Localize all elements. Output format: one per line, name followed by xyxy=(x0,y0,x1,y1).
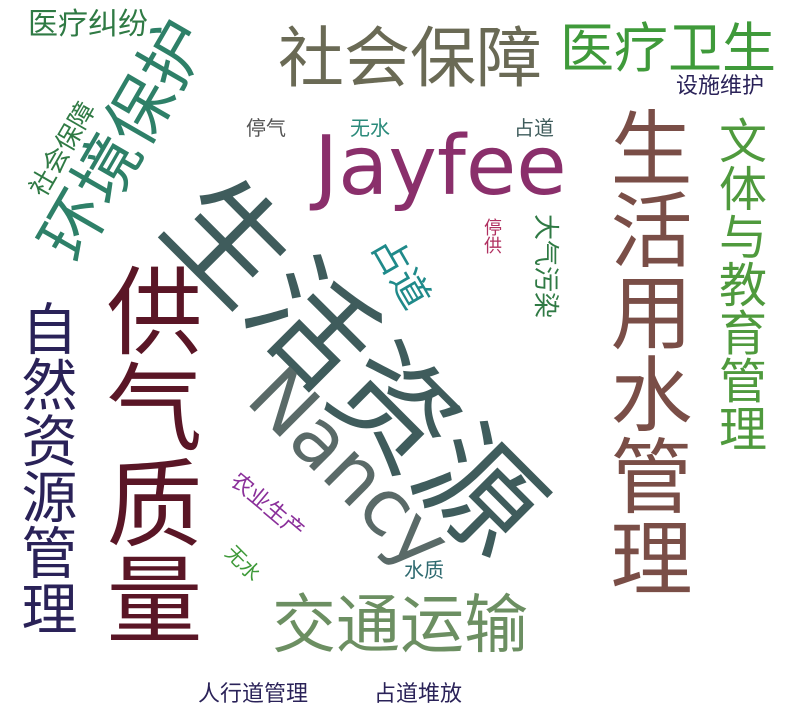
word-无水-top: 无水 xyxy=(350,116,390,140)
word-设施维护: 设施维护 xyxy=(676,74,765,99)
word-生活用水管理: 生活用水管理 xyxy=(596,106,691,598)
word-医疗纠纷: 医疗纠纷 xyxy=(28,7,148,42)
word-停气: 停气 xyxy=(246,116,286,140)
word-jayfee: Jayfee xyxy=(314,119,567,214)
word-大气污染: 大气污染 xyxy=(530,214,560,319)
word-人行道管理: 人行道管理 xyxy=(198,682,309,707)
word-水质: 水质 xyxy=(404,558,444,582)
word-无水-bottom: 无水 xyxy=(220,540,266,586)
word-文体与教育管理: 文体与教育管理 xyxy=(710,116,766,452)
word-占道-top: 占道 xyxy=(514,116,554,140)
word-医疗卫生: 医疗卫生 xyxy=(560,17,776,80)
word-社会保障-large: 社会保障 xyxy=(278,20,542,97)
word-占道堆放: 占道堆放 xyxy=(374,682,463,707)
word-交通运输: 交通运输 xyxy=(272,589,528,663)
word-供气质量: 供气质量 xyxy=(90,262,202,646)
word-农业生产: 农业生产 xyxy=(225,468,309,545)
word-自然资源管理: 自然资源管理 xyxy=(12,300,77,636)
word-停供: 停供 xyxy=(481,218,502,254)
